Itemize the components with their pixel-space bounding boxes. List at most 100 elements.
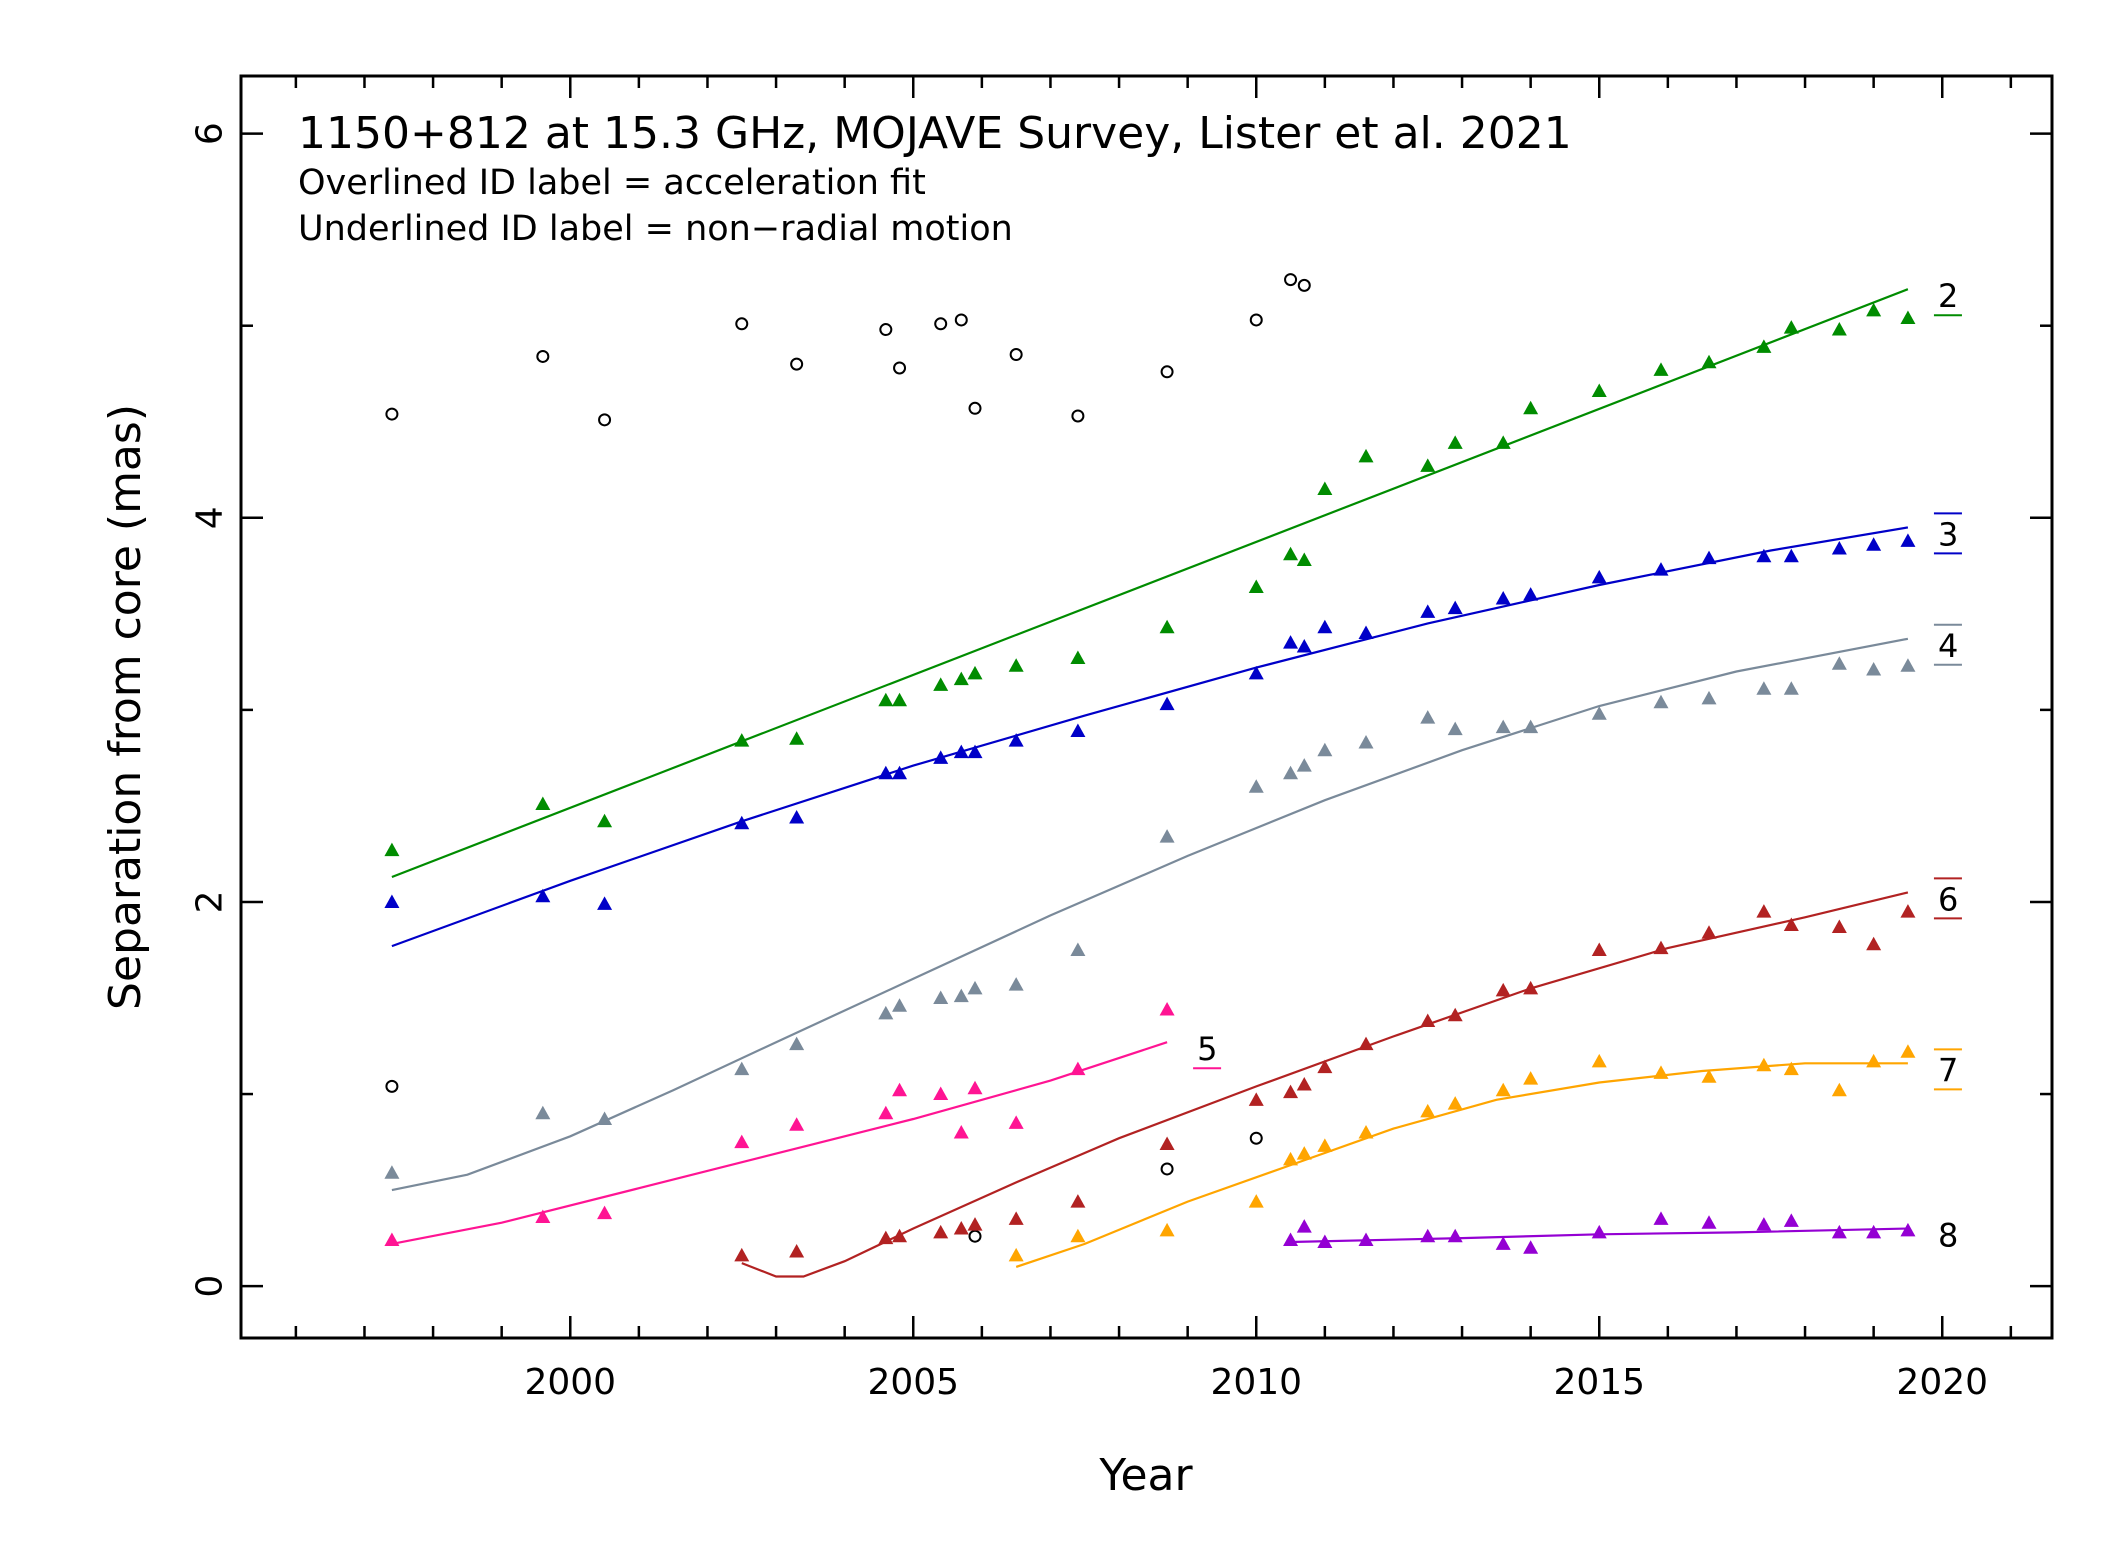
triangle-point-2 <box>1701 354 1717 369</box>
triangle-point-6 <box>1756 904 1772 918</box>
triangle-point-5 <box>1159 1002 1175 1016</box>
triangle-point-3 <box>1523 587 1539 601</box>
triangle-point-8 <box>1495 1236 1511 1250</box>
triangle-point-4 <box>1008 977 1024 991</box>
triangle-point-6 <box>953 1221 969 1235</box>
triangle-point-3 <box>384 894 400 908</box>
triangle-point-4 <box>1591 706 1607 720</box>
triangle-point-4 <box>1701 690 1717 705</box>
triangle-point-5 <box>384 1232 400 1247</box>
triangle-point-4 <box>1831 656 1847 670</box>
triangle-point-2 <box>1900 310 1916 325</box>
triangle-point-6 <box>1159 1136 1175 1150</box>
triangle-point-4 <box>734 1061 750 1076</box>
triangle-point-7 <box>1296 1146 1312 1160</box>
triangle-point-3 <box>1420 604 1436 618</box>
triangle-point-7 <box>1653 1065 1669 1079</box>
triangle-point-8 <box>1900 1222 1916 1237</box>
triangle-point-2 <box>535 796 551 811</box>
triangle-point-6 <box>1653 940 1669 955</box>
triangle-point-3 <box>535 888 551 903</box>
triangle-point-4 <box>1756 681 1772 695</box>
triangle-point-3 <box>1447 600 1463 615</box>
triangle-point-2 <box>1008 658 1024 672</box>
triangle-point-6 <box>734 1247 750 1262</box>
triangle-point-4 <box>1523 719 1539 734</box>
triangle-point-3 <box>1495 590 1511 605</box>
triangle-point-3 <box>953 744 969 759</box>
triangle-point-4 <box>1653 694 1669 709</box>
triangle-point-4 <box>1447 721 1463 736</box>
triangle-point-4 <box>384 1165 400 1179</box>
triangle-point-2 <box>1783 320 1799 334</box>
triangle-point-4 <box>1900 658 1916 672</box>
triangle-point-6 <box>933 1224 949 1239</box>
series-label-8: 8 <box>1938 1217 1958 1255</box>
triangle-point-3 <box>1296 638 1312 653</box>
triangle-point-2 <box>1420 458 1436 472</box>
triangle-point-5 <box>878 1105 894 1120</box>
y-tick-label: 2 <box>190 891 231 914</box>
series-label-2: 2 <box>1938 277 1958 315</box>
triangle-point-6 <box>878 1230 894 1245</box>
open-circle-point <box>1160 365 1174 379</box>
open-circle-point <box>968 1229 982 1243</box>
triangle-point-2 <box>384 842 400 857</box>
triangle-point-6 <box>1495 982 1511 997</box>
triangle-point-7 <box>1283 1151 1299 1166</box>
triangle-point-8 <box>1756 1217 1772 1231</box>
triangle-point-2 <box>933 677 949 691</box>
triangle-point-3 <box>1900 533 1916 547</box>
triangle-point-3 <box>1831 541 1847 555</box>
triangle-point-2 <box>1523 400 1539 415</box>
triangle-point-2 <box>1358 448 1374 463</box>
triangle-point-5 <box>967 1080 983 1095</box>
triangle-point-2 <box>1070 650 1086 665</box>
triangle-point-6 <box>1783 917 1799 932</box>
series-label-4: 4 <box>1938 627 1958 665</box>
triangle-point-2 <box>892 692 908 707</box>
series-label-7: 7 <box>1938 1051 1958 1089</box>
chart-title: 1150+812 at 15.3 GHz, MOJAVE Survey, Lis… <box>298 108 1572 159</box>
triangle-point-2 <box>789 731 805 745</box>
triangle-point-8 <box>1420 1228 1436 1243</box>
triangle-point-3 <box>892 765 908 780</box>
triangle-point-7 <box>1447 1096 1463 1110</box>
triangle-point-2 <box>1591 383 1607 398</box>
triangle-point-2 <box>1248 579 1264 593</box>
triangle-point-6 <box>1358 1036 1374 1051</box>
triangle-point-8 <box>1296 1219 1312 1233</box>
triangle-point-7 <box>1248 1194 1264 1208</box>
triangle-point-8 <box>1591 1224 1607 1239</box>
triangle-point-2 <box>1447 435 1463 449</box>
triangle-point-4 <box>1495 719 1511 734</box>
triangle-point-2 <box>734 733 750 747</box>
open-circle-point <box>735 317 749 331</box>
triangle-point-6 <box>1831 919 1847 933</box>
triangle-point-3 <box>1283 635 1299 649</box>
triangle-point-5 <box>953 1124 969 1139</box>
triangle-point-4 <box>789 1036 805 1051</box>
triangle-point-3 <box>1756 548 1772 563</box>
open-circle-point <box>598 413 612 427</box>
triangle-point-2 <box>1756 339 1772 353</box>
x-tick-label: 2020 <box>1896 1362 1988 1403</box>
triangle-point-2 <box>1317 481 1333 495</box>
open-circle-point <box>954 313 968 327</box>
triangle-point-4 <box>953 988 969 1003</box>
triangle-point-7 <box>1523 1071 1539 1085</box>
triangle-point-4 <box>1420 710 1436 724</box>
triangle-point-7 <box>1756 1057 1772 1072</box>
axis-ticks <box>241 76 2052 1338</box>
triangle-point-7 <box>1159 1222 1175 1237</box>
triangle-point-5 <box>1008 1115 1024 1129</box>
triangle-point-7 <box>1701 1069 1717 1083</box>
triangle-point-4 <box>967 980 983 995</box>
annotation-overlined: Overlined ID label = acceleration fit <box>298 163 926 203</box>
triangle-point-3 <box>734 815 750 830</box>
triangle-point-5 <box>597 1205 613 1220</box>
triangle-point-3 <box>967 744 983 759</box>
triangle-point-7 <box>1900 1044 1916 1058</box>
triangle-point-3 <box>1317 619 1333 634</box>
annotation-underlined: Underlined ID label = non−radial motion <box>298 209 1013 249</box>
